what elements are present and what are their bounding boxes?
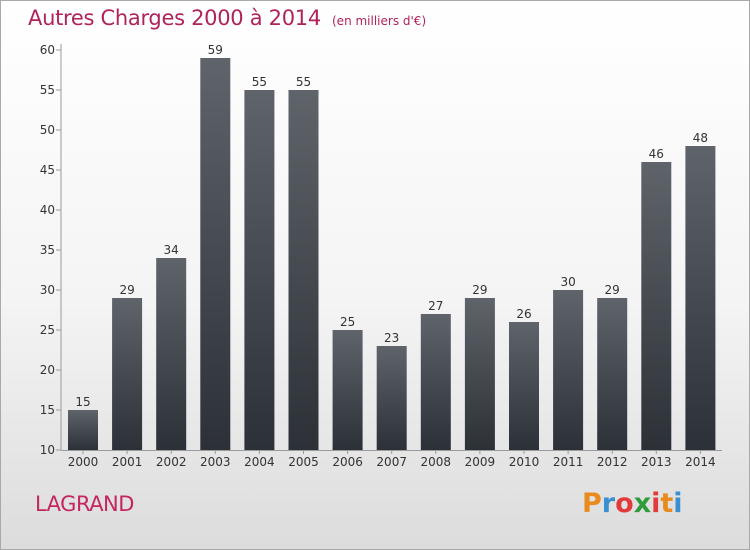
logo-letter: i: [651, 488, 661, 519]
x-tick-label: 2006: [332, 455, 363, 469]
x-tick-label: 2014: [685, 455, 716, 469]
bar-2002: [156, 258, 187, 450]
data-label-2002: 34: [164, 243, 179, 257]
chart-subtitle: (en milliers d'€): [332, 14, 427, 28]
logo-letter: x: [633, 488, 652, 519]
data-label-2003: 59: [208, 43, 223, 57]
bar-2006: [332, 330, 363, 450]
x-tick-label: 2002: [156, 455, 187, 469]
bar-2014: [685, 146, 716, 450]
proxiti-logo[interactable]: Proxiti: [582, 488, 683, 519]
bar-2011: [553, 290, 584, 450]
data-label-2010: 26: [516, 307, 531, 321]
bar-2012: [597, 298, 628, 450]
y-tick-label: 35: [40, 243, 55, 257]
data-label-2009: 29: [472, 283, 487, 297]
data-label-2004: 55: [252, 75, 267, 89]
x-tick-label: 2007: [376, 455, 407, 469]
logo-letter: P: [582, 488, 602, 519]
bar-2009: [464, 298, 495, 450]
data-label-2006: 25: [340, 315, 355, 329]
chart-title: Autres Charges 2000 à 2014: [28, 6, 321, 30]
logo-letter: r: [601, 488, 616, 519]
x-tick-label: 2010: [509, 455, 540, 469]
data-label-2013: 46: [649, 147, 664, 161]
data-label-2000: 15: [75, 395, 90, 409]
y-tick-label: 25: [40, 323, 55, 337]
x-tick-label: 2005: [288, 455, 319, 469]
data-label-2001: 29: [119, 283, 134, 297]
data-label-2007: 23: [384, 331, 399, 345]
bar-2008: [420, 314, 451, 450]
logo-letter: i: [673, 488, 683, 519]
y-tick-label: 50: [40, 123, 55, 137]
bar-2000: [68, 410, 98, 450]
y-tick-label: 60: [40, 43, 55, 57]
y-tick-label: 30: [40, 283, 55, 297]
data-label-2011: 30: [560, 275, 575, 289]
y-tick-label: 20: [40, 363, 55, 377]
x-tick-label: 2013: [641, 455, 672, 469]
chart-title-block: Autres Charges 2000 à 2014 (en milliers …: [28, 6, 426, 30]
commune-name: LAGRAND: [35, 492, 134, 516]
bar-2003: [200, 58, 231, 450]
y-tick-label: 40: [40, 203, 55, 217]
x-tick-label: 2003: [200, 455, 231, 469]
bar-2001: [112, 298, 143, 450]
data-label-2014: 48: [693, 131, 708, 145]
bar-2004: [244, 90, 275, 450]
bar-2013: [641, 162, 672, 450]
logo-letter: o: [615, 488, 634, 519]
data-label-2008: 27: [428, 299, 443, 313]
data-label-2012: 29: [605, 283, 620, 297]
x-tick-label: 2011: [553, 455, 584, 469]
x-tick-label: 2000: [68, 455, 99, 469]
x-tick-label: 2012: [597, 455, 628, 469]
x-tick-label: 2001: [112, 455, 143, 469]
x-tick-label: 2009: [465, 455, 496, 469]
bar-2010: [509, 322, 539, 450]
x-tick-label: 2008: [421, 455, 452, 469]
bars: [68, 58, 716, 450]
x-tick-label: 2004: [244, 455, 275, 469]
bar-2007: [376, 346, 407, 450]
y-tick-label: 45: [40, 163, 55, 177]
y-tick-label: 10: [40, 443, 55, 457]
bar-2005: [288, 90, 319, 450]
logo-letter: t: [660, 488, 674, 519]
y-tick-label: 55: [40, 83, 55, 97]
data-labels: 15 29 34 59 55 55 25 23 27 29 26 30 29 46 48: [75, 43, 708, 409]
data-label-2005: 55: [296, 75, 311, 89]
y-tick-label: 15: [40, 403, 55, 417]
axes: 10 15 20 25 30 35 40 45 50 55 60 2000 2001 2002 2003 20…: [40, 43, 722, 469]
